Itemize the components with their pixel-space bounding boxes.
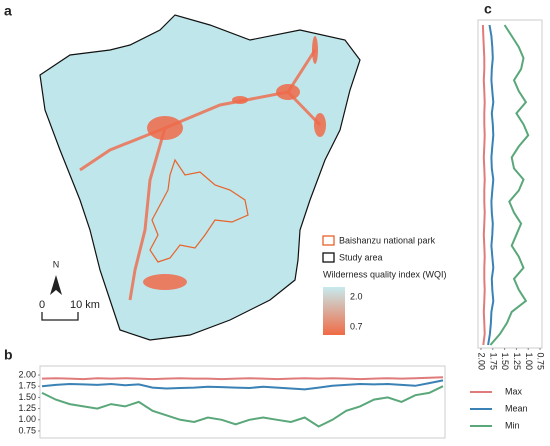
x-tick-label: 1.00 xyxy=(524,352,534,370)
legend-label: Max xyxy=(505,386,523,396)
park-boundary xyxy=(149,158,249,263)
panel-label: b xyxy=(4,347,13,363)
scale-label: 10 km xyxy=(70,299,100,311)
y-tick-label: 0.75 xyxy=(18,425,36,435)
series-line xyxy=(489,24,530,346)
legend-label: Min xyxy=(505,420,520,430)
panel-label: c xyxy=(484,1,492,17)
x-tick-label: 1.75 xyxy=(488,352,498,370)
x-tick-label: 1.25 xyxy=(512,352,522,370)
x-tick-label: 1.50 xyxy=(500,352,510,370)
series-line xyxy=(41,385,444,428)
x-tick-label: 2.00 xyxy=(477,352,487,370)
series-line xyxy=(481,24,486,346)
study-area xyxy=(39,14,361,341)
color-bar-label: 0.7 xyxy=(350,321,363,331)
y-tick-label: 1.50 xyxy=(18,392,36,402)
legend-label: Study area xyxy=(339,252,383,262)
series-line xyxy=(41,376,444,381)
series-line xyxy=(487,24,495,346)
y-tick-label: 1.00 xyxy=(18,414,36,424)
color-bar-label: 2.0 xyxy=(350,291,363,301)
scale-label: 0 xyxy=(39,299,45,311)
plot-frame xyxy=(477,19,543,349)
y-tick-label: 1.75 xyxy=(18,381,36,391)
north-label: N xyxy=(53,259,60,269)
color-bar xyxy=(323,287,345,335)
legend-swatch xyxy=(322,252,335,263)
panel-label: a xyxy=(4,3,12,19)
y-tick-label: 1.25 xyxy=(18,403,36,413)
north-arrow xyxy=(50,275,62,295)
legend-label: Baishanzu national park xyxy=(339,235,436,245)
low-wqi-areas xyxy=(143,36,326,290)
map: N 0 10 km Baishanzu national park Study … xyxy=(39,14,447,341)
series-line xyxy=(41,379,444,391)
legend-title: Wilderness quality index (WQI) xyxy=(323,269,447,279)
legend-swatch xyxy=(322,235,335,246)
x-tick-label: 0.75 xyxy=(536,352,546,370)
roads xyxy=(79,49,322,301)
y-tick-label: 2.00 xyxy=(18,369,36,379)
plot-frame xyxy=(39,365,446,439)
legend-label: Mean xyxy=(505,403,528,413)
scale-bar xyxy=(41,312,79,321)
